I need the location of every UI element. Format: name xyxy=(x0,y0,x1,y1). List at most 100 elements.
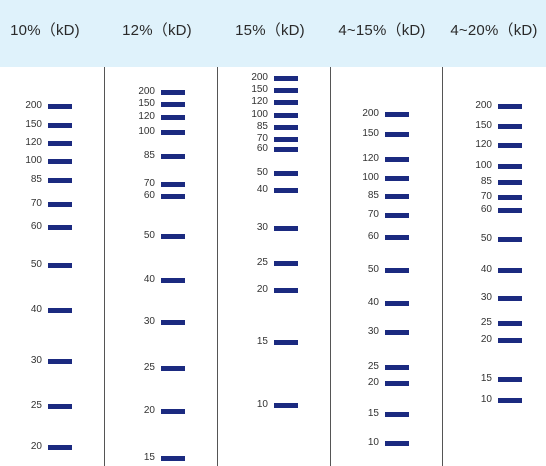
column-title-15pct: 15%（kD) xyxy=(235,22,305,39)
marker-band xyxy=(161,234,185,239)
marker-mw-label: 30 xyxy=(30,355,42,366)
header-bar: 10%（kD) 12%（kD) 15%（kD) 4~15%（kD) 4~20%（… xyxy=(0,0,546,67)
marker-band xyxy=(498,268,522,273)
marker-band xyxy=(161,182,185,187)
marker-band xyxy=(161,366,185,371)
marker-mw-label: 120 xyxy=(475,139,492,150)
marker-band xyxy=(48,104,72,109)
marker-mw-label: 15 xyxy=(256,336,268,347)
marker-band xyxy=(498,180,522,185)
marker-band xyxy=(274,76,298,81)
marker-mw-label: 60 xyxy=(256,143,268,154)
marker-band xyxy=(48,263,72,268)
marker-mw-label: 85 xyxy=(143,150,155,161)
column-divider xyxy=(104,67,105,466)
marker-mw-label: 30 xyxy=(367,326,379,337)
marker-band xyxy=(385,365,409,370)
marker-mw-label: 15 xyxy=(367,408,379,419)
marker-mw-label: 60 xyxy=(143,190,155,201)
marker-mw-label: 40 xyxy=(480,264,492,275)
marker-mw-label: 100 xyxy=(362,172,379,183)
marker-mw-label: 50 xyxy=(30,259,42,270)
marker-mw-label: 200 xyxy=(362,108,379,119)
marker-mw-label: 200 xyxy=(475,100,492,111)
column-divider xyxy=(330,67,331,466)
marker-mw-label: 60 xyxy=(30,221,42,232)
marker-mw-label: 25 xyxy=(256,257,268,268)
marker-band xyxy=(385,213,409,218)
marker-band xyxy=(161,409,185,414)
marker-band xyxy=(48,141,72,146)
marker-mw-label: 15 xyxy=(143,452,155,463)
marker-mw-label: 150 xyxy=(138,98,155,109)
marker-band xyxy=(498,321,522,326)
marker-band xyxy=(498,195,522,200)
marker-band xyxy=(48,404,72,409)
marker-mw-label: 70 xyxy=(367,209,379,220)
marker-band xyxy=(161,90,185,95)
marker-band xyxy=(274,171,298,176)
marker-mw-label: 20 xyxy=(367,377,379,388)
marker-band xyxy=(48,308,72,313)
marker-band xyxy=(161,456,185,461)
marker-band xyxy=(161,130,185,135)
marker-band xyxy=(274,403,298,408)
marker-band xyxy=(48,445,72,450)
marker-mw-label: 60 xyxy=(367,231,379,242)
marker-mw-label: 120 xyxy=(138,111,155,122)
marker-mw-label: 40 xyxy=(367,297,379,308)
marker-band xyxy=(498,398,522,403)
marker-mw-label: 100 xyxy=(138,126,155,137)
marker-band xyxy=(161,278,185,283)
marker-band xyxy=(385,194,409,199)
marker-mw-label: 100 xyxy=(475,160,492,171)
marker-band xyxy=(498,124,522,129)
marker-band xyxy=(274,147,298,152)
marker-mw-label: 200 xyxy=(138,86,155,97)
marker-band xyxy=(161,115,185,120)
marker-mw-label: 50 xyxy=(480,233,492,244)
marker-mw-label: 85 xyxy=(480,176,492,187)
marker-band xyxy=(274,100,298,105)
marker-band xyxy=(385,412,409,417)
marker-mw-label: 40 xyxy=(256,184,268,195)
marker-mw-label: 120 xyxy=(25,137,42,148)
marker-band xyxy=(498,164,522,169)
marker-mw-label: 10 xyxy=(256,399,268,410)
marker-band xyxy=(385,176,409,181)
marker-mw-label: 70 xyxy=(30,198,42,209)
column-divider xyxy=(442,67,443,466)
marker-mw-label: 15 xyxy=(480,373,492,384)
marker-band xyxy=(274,288,298,293)
column-title-10pct: 10%（kD) xyxy=(10,22,80,39)
marker-mw-label: 150 xyxy=(362,128,379,139)
marker-band xyxy=(274,88,298,93)
marker-mw-label: 60 xyxy=(480,204,492,215)
marker-mw-label: 20 xyxy=(256,284,268,295)
marker-mw-label: 20 xyxy=(480,334,492,345)
marker-band xyxy=(48,123,72,128)
column-title-12pct: 12%（kD) xyxy=(122,22,192,39)
marker-band xyxy=(385,268,409,273)
marker-band xyxy=(385,157,409,162)
marker-band xyxy=(498,296,522,301)
marker-band xyxy=(498,143,522,148)
marker-mw-label: 40 xyxy=(30,304,42,315)
marker-band xyxy=(48,202,72,207)
marker-mw-label: 25 xyxy=(480,317,492,328)
marker-mw-label: 10 xyxy=(480,394,492,405)
marker-mw-label: 50 xyxy=(256,167,268,178)
marker-mw-label: 200 xyxy=(251,72,268,83)
marker-band xyxy=(385,301,409,306)
marker-band xyxy=(48,178,72,183)
marker-mw-label: 120 xyxy=(251,96,268,107)
marker-mw-label: 70 xyxy=(256,133,268,144)
marker-band xyxy=(274,226,298,231)
marker-band xyxy=(498,338,522,343)
marker-mw-label: 30 xyxy=(143,316,155,327)
marker-mw-label: 30 xyxy=(256,222,268,233)
marker-band xyxy=(385,235,409,240)
marker-band xyxy=(48,225,72,230)
marker-mw-label: 20 xyxy=(143,405,155,416)
marker-band xyxy=(385,441,409,446)
